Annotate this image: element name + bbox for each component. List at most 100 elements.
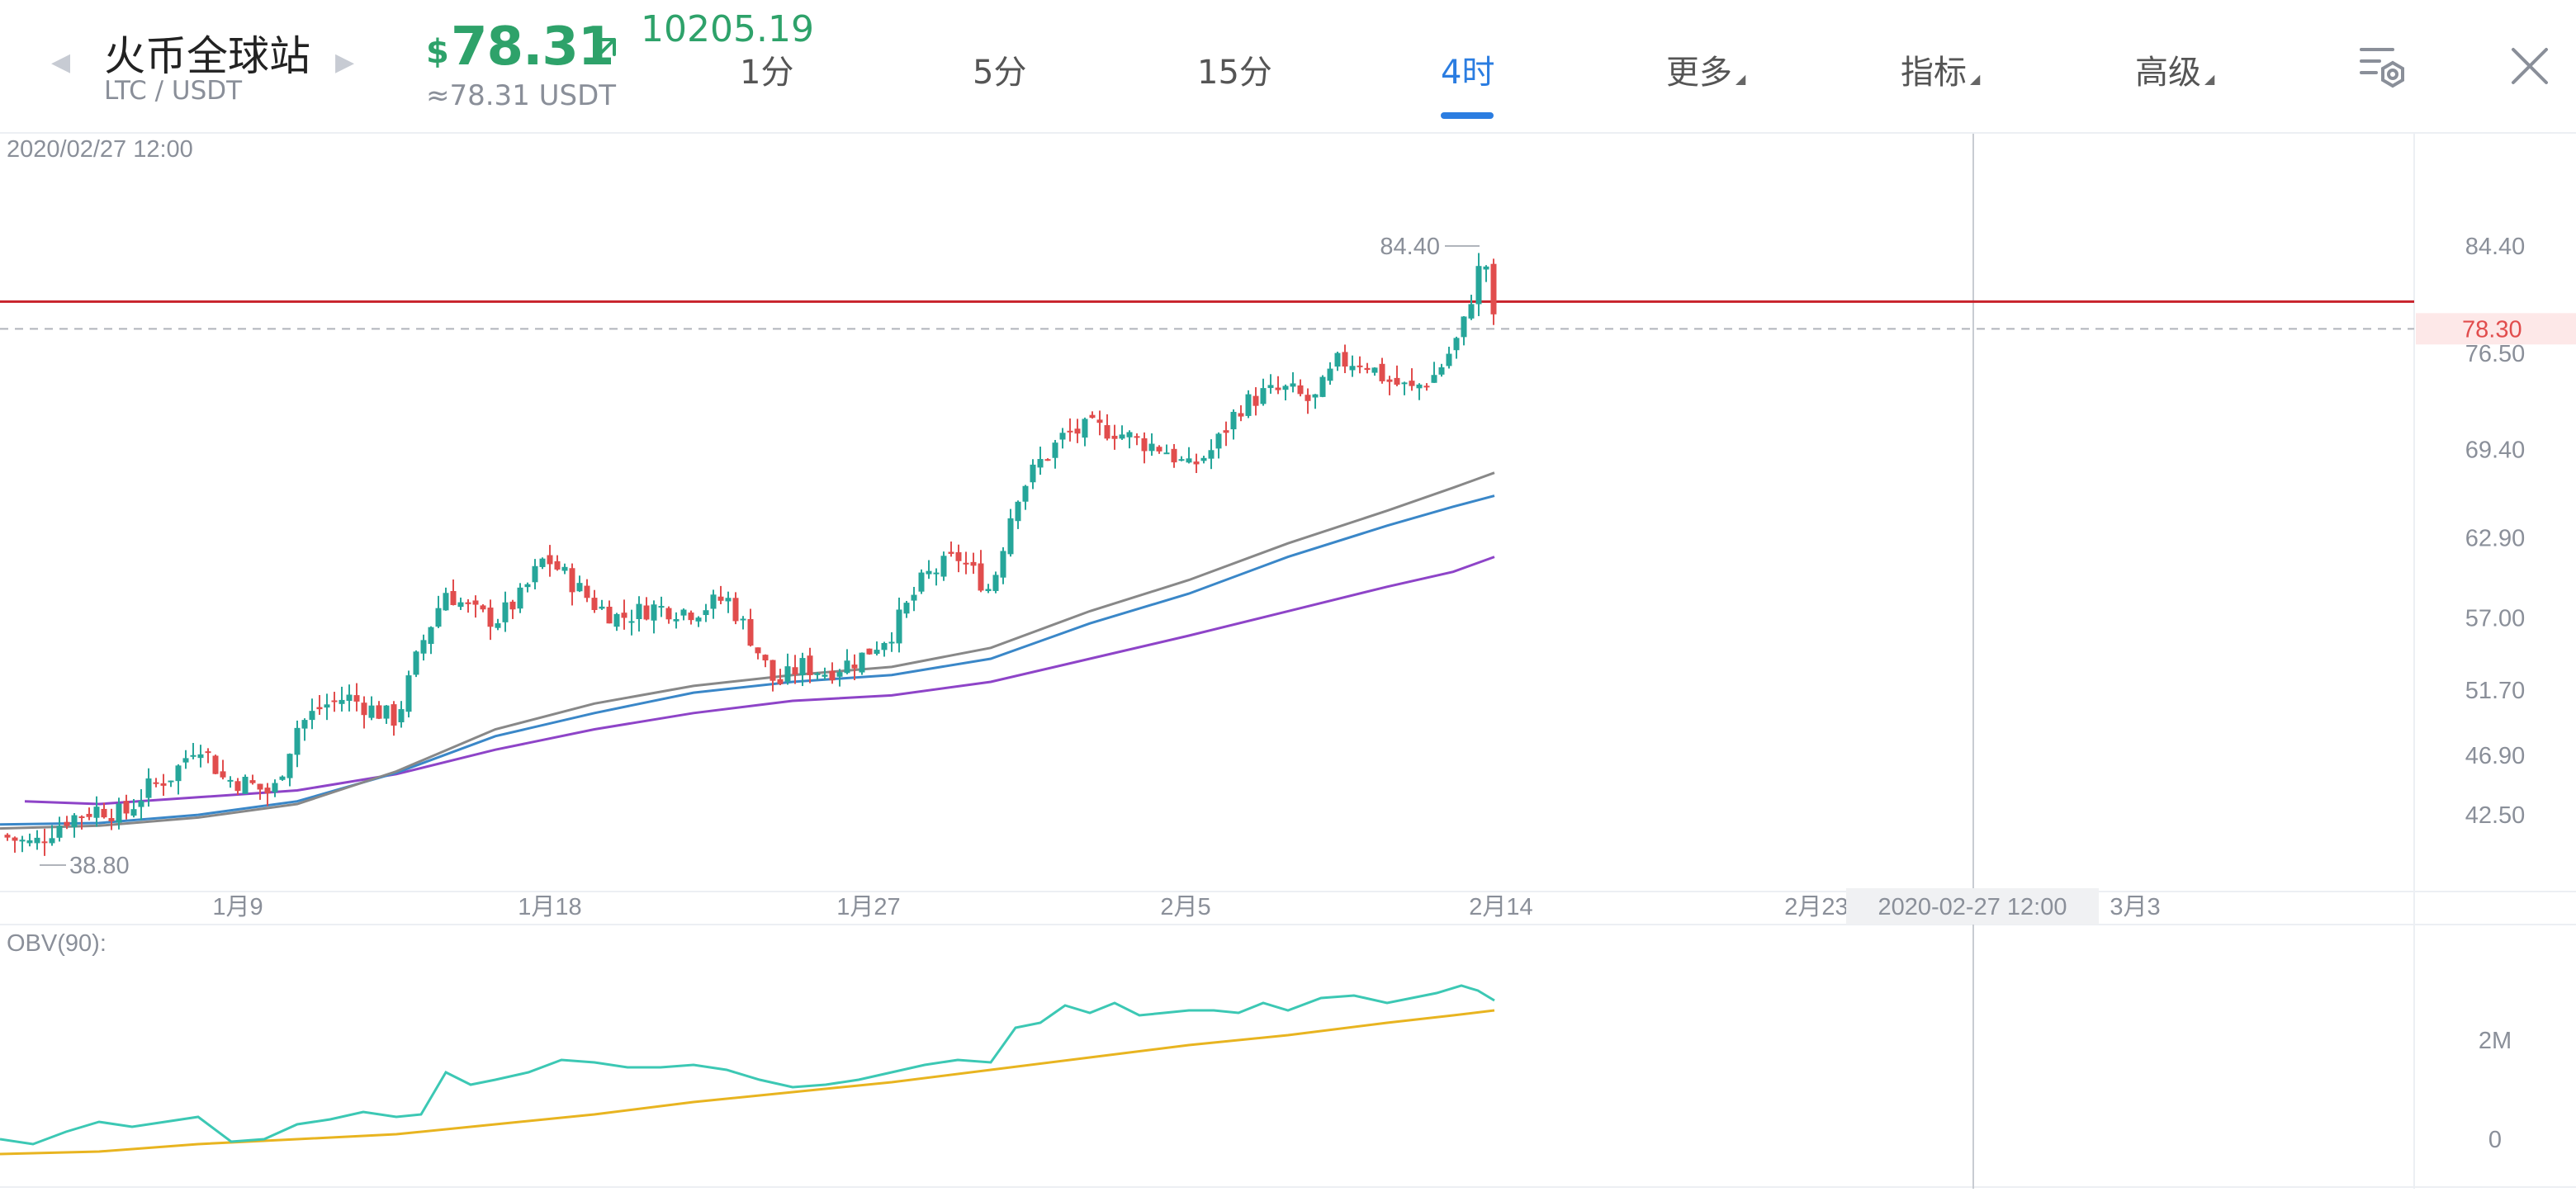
candle-body [420, 640, 427, 654]
close-icon[interactable] [2507, 43, 2553, 89]
candle-body [108, 818, 115, 821]
candle-body [116, 803, 122, 823]
ma-long-line [24, 556, 1495, 806]
obv-tick-label: 2M [2479, 1028, 2512, 1054]
candle-body [1052, 442, 1058, 458]
tab-15min[interactable]: 15分 [1197, 45, 1272, 93]
date-tick-label: 2月5 [1160, 894, 1210, 920]
chevron-left-icon[interactable]: ◀ [51, 48, 71, 77]
candle-body [1141, 438, 1148, 452]
candle-body [1178, 459, 1185, 461]
candle-body [1082, 419, 1088, 438]
candle-body [1334, 352, 1341, 367]
dropdown-triangle-icon: ◢ [2204, 71, 2215, 87]
candle-body [822, 674, 828, 677]
candle-body [948, 551, 954, 554]
candle-body [324, 704, 330, 708]
price-tick-label: 76.50 [2465, 341, 2526, 367]
candle-body [621, 613, 627, 618]
candle-body [547, 555, 553, 565]
candle-body [1126, 432, 1133, 438]
obv-ma-line [0, 1009, 1495, 1156]
candle-body [138, 801, 144, 807]
min-price-label: 38.80 [69, 853, 130, 879]
candle-body [1171, 448, 1177, 463]
obv-axis: 2M 0 [2479, 1028, 2512, 1153]
candle-body [799, 658, 806, 676]
candle-body [903, 603, 910, 614]
candle-body [1252, 395, 1259, 406]
chart-settings-icon[interactable] [2356, 43, 2409, 89]
exchange-name[interactable]: 火币全球站 [104, 32, 310, 80]
candle-body [339, 699, 345, 704]
chart-area[interactable]: 2020/02/27 12:00 84.40 76.50 69.40 62.90 57.… [0, 134, 2576, 1189]
candle-body [866, 648, 873, 655]
candle-body [1223, 430, 1229, 433]
candle-body [606, 606, 613, 624]
candle-body [1007, 518, 1014, 555]
candle-body [1037, 459, 1044, 468]
tab-label: 高级 [2135, 54, 2201, 92]
candle-body [145, 778, 152, 798]
candle-body [398, 709, 405, 722]
candle-body [123, 801, 130, 814]
candle-body [1416, 384, 1423, 389]
crosshair-date-label: 2020-02-27 12:00 [1878, 894, 2067, 920]
candle-body [851, 665, 858, 669]
candle-body [1327, 368, 1333, 381]
candle-body [740, 618, 746, 621]
candle-body [34, 837, 40, 844]
tab-label: 4时 [1441, 54, 1495, 92]
obv-indicator-label: OBV(90): [7, 930, 107, 957]
candle-body [881, 642, 888, 650]
date-tick-label: 2月14 [1469, 894, 1532, 920]
date-axis: 1月9 1月18 1月27 2月5 2月14 2月23 3月3 [212, 894, 2160, 920]
price-tick-label: 57.00 [2465, 606, 2526, 632]
candle-body [368, 705, 375, 718]
chevron-right-icon[interactable]: ▶ [335, 48, 355, 77]
candle-body [309, 711, 315, 721]
trading-pair[interactable]: LTC / USDT [104, 76, 243, 106]
tab-4hour[interactable]: 4时 [1441, 45, 1494, 93]
candle-body [1423, 386, 1430, 388]
candle-body [717, 596, 724, 601]
candle-body [383, 705, 390, 719]
tab-label: 更多 [1666, 54, 1732, 92]
candle-body [1230, 411, 1237, 430]
tab-label: 5分 [973, 54, 1027, 92]
candle-body [1267, 385, 1274, 389]
candle-body [1089, 414, 1096, 419]
candle-body [376, 705, 382, 719]
chart-canvas[interactable]: 2020/02/27 12:00 84.40 76.50 69.40 62.90 57.… [0, 134, 2576, 1189]
price-tick-label: 62.90 [2465, 526, 2526, 552]
candle-body [1371, 367, 1378, 373]
candle-body [465, 602, 471, 604]
candle-body [1319, 376, 1326, 397]
candle-body [480, 605, 486, 610]
candle-body [844, 660, 850, 674]
candle-body [205, 751, 211, 754]
candle-body [153, 782, 159, 784]
candle-body [1111, 435, 1118, 439]
candle-body [160, 783, 167, 786]
candle-body [71, 815, 78, 828]
candle-body [56, 825, 63, 838]
candle-body [1074, 428, 1081, 434]
candle-body [524, 584, 531, 588]
candle-body [331, 700, 338, 702]
tab-1min[interactable]: 1分 [740, 45, 793, 93]
tab-indicators[interactable]: 指标 ◢ [1901, 45, 1980, 93]
tab-advanced[interactable]: 高级 ◢ [2135, 45, 2214, 93]
tab-5min[interactable]: 5分 [973, 45, 1026, 93]
candle-body [1475, 266, 1482, 305]
candle-body [391, 704, 397, 726]
candle-body [1468, 304, 1475, 319]
tab-more[interactable]: 更多 ◢ [1666, 45, 1745, 93]
candle-body [1015, 501, 1021, 522]
candle-body [970, 561, 977, 566]
candle-body [286, 754, 293, 778]
index-value: 10205.19 [641, 8, 814, 50]
candle-body [1186, 458, 1192, 463]
tab-label: 15分 [1197, 54, 1272, 92]
candle-body [792, 667, 798, 675]
